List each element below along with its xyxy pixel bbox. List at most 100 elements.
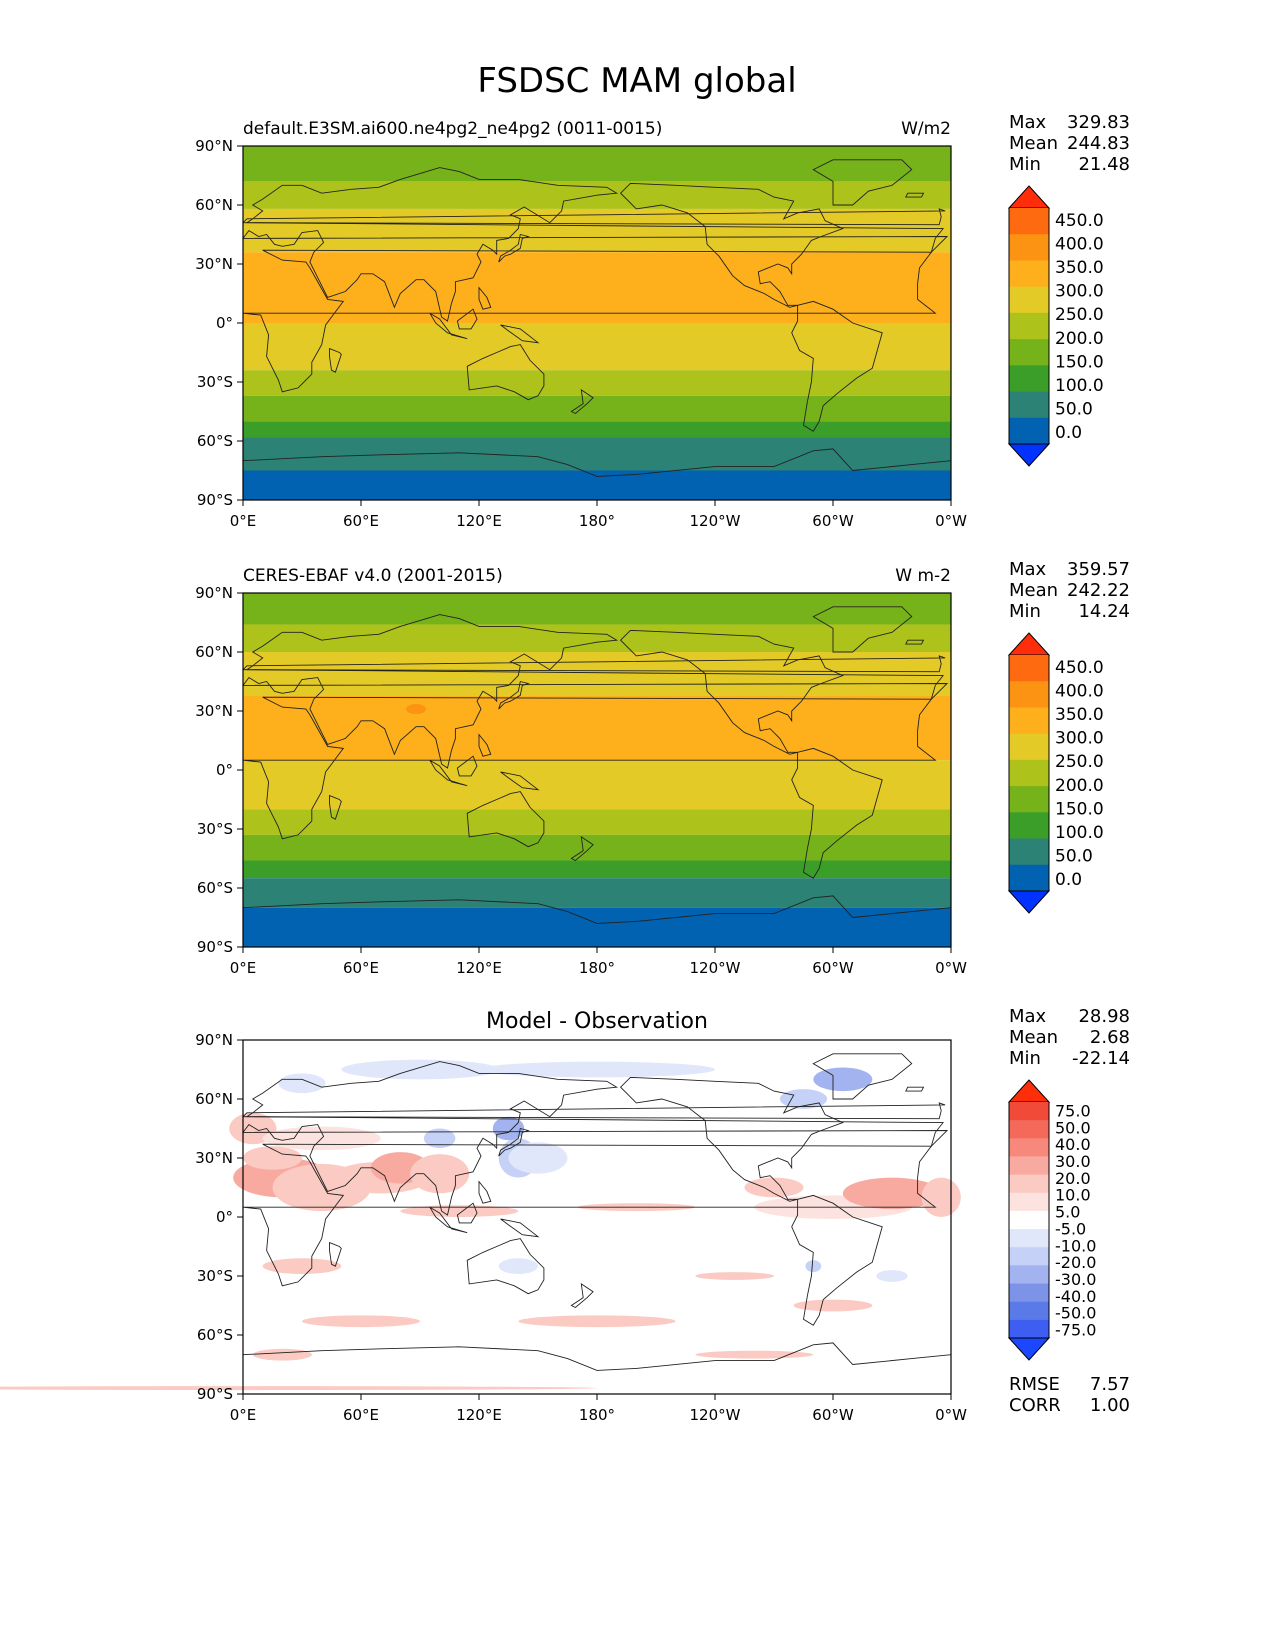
colorbar-tick-label: 300.0 — [1055, 729, 1104, 749]
colorbar-extend-max — [1007, 1079, 1051, 1103]
field-anomaly — [341, 1059, 499, 1080]
lon-tick-label: 0°E — [230, 959, 257, 977]
colorbar-tick-label: -5.0 — [1055, 1219, 1086, 1238]
field-anomaly — [0, 1386, 597, 1391]
field-band — [243, 809, 951, 835]
lon-tick-label: 60°E — [343, 512, 379, 530]
coastline — [429, 1206, 468, 1234]
colorbar-segment — [1009, 838, 1049, 866]
lat-tick-label: 0° — [216, 1208, 233, 1226]
lon-tick-label: 0°E — [230, 512, 257, 530]
coastline — [466, 1238, 545, 1295]
colorbar-tick-label: 250.0 — [1055, 752, 1104, 772]
colorbar-segment — [1009, 1102, 1049, 1121]
coastline — [570, 388, 594, 415]
panel-title: Model - Observation — [486, 1009, 708, 1034]
colorbar-segment — [1009, 681, 1049, 708]
colorbar-segment — [1009, 1247, 1049, 1266]
colorbar-tick-label: 50.0 — [1055, 400, 1093, 420]
field-band — [243, 370, 951, 396]
colorbar-tick-label: 150.0 — [1055, 799, 1104, 819]
coastline — [905, 1086, 925, 1092]
lon-tick-label: 120°E — [456, 512, 502, 530]
lon-tick-label: 60°W — [812, 1406, 854, 1424]
lat-tick-label: 30°N — [195, 1149, 233, 1167]
field-band — [243, 760, 951, 810]
stat-value: -22.14 — [1072, 1048, 1130, 1069]
field-band — [243, 624, 951, 652]
colorbar-segment — [1009, 1156, 1049, 1176]
lat-tick-label: 60°S — [197, 879, 233, 897]
coastline — [429, 759, 468, 787]
field-band — [243, 834, 951, 861]
coastline — [243, 696, 937, 840]
lat-tick-label: 0° — [216, 314, 233, 332]
lat-tick-label: 90°S — [197, 938, 233, 956]
field-anomaly — [813, 1067, 873, 1092]
field-band — [243, 695, 951, 761]
colorbar-outline — [1008, 208, 1050, 444]
lat-tick-label: 60°N — [195, 1090, 233, 1108]
coastline — [243, 448, 951, 500]
stat-label: Mean — [1009, 133, 1058, 154]
colorbar-tick-label: 300.0 — [1055, 282, 1104, 302]
field-anomaly — [498, 1258, 538, 1275]
lon-tick-label: 180° — [579, 512, 615, 530]
field-band — [243, 323, 951, 371]
colorbar-outline — [1008, 655, 1050, 891]
lat-tick-label: 30°S — [197, 1267, 233, 1285]
stat-value: 242.22 — [1067, 580, 1130, 601]
coastline — [478, 286, 492, 310]
figure-title: FSDSC MAM global — [477, 61, 796, 101]
lat-tick-label: 30°S — [197, 373, 233, 391]
coastline — [429, 312, 468, 340]
lon-tick-label: 60°W — [812, 512, 854, 530]
coastline — [243, 167, 949, 322]
field-anomaly — [695, 1272, 775, 1280]
colorbar-segment — [1009, 1192, 1049, 1212]
colorbar-segment — [1009, 234, 1049, 261]
coastline — [329, 1241, 342, 1267]
field-anomaly — [479, 1061, 715, 1078]
field-band — [243, 437, 951, 471]
stat-label: Max — [1009, 559, 1047, 580]
lon-tick-label: 120°W — [690, 512, 741, 530]
coastline — [619, 1076, 844, 1202]
units-label: W m-2 — [895, 566, 951, 586]
stat-value: 329.83 — [1067, 112, 1130, 133]
colorbar-segment — [1009, 759, 1049, 787]
field-anomaly — [508, 1142, 568, 1174]
coastline — [456, 1202, 478, 1224]
lat-tick-label: 0° — [216, 761, 233, 779]
map-field — [0, 1040, 961, 1394]
colorbar-tick-label: -40.0 — [1055, 1287, 1096, 1306]
field-anomaly — [805, 1260, 822, 1273]
colorbar-tick-label: 20.0 — [1055, 1169, 1091, 1188]
lon-tick-label: 180° — [579, 959, 615, 977]
coastline — [570, 1282, 594, 1309]
colorbar-segment — [1009, 655, 1049, 682]
lat-tick-label: 60°N — [195, 643, 233, 661]
coastline — [791, 300, 883, 432]
coastline — [498, 1127, 530, 1157]
colorbar-tick-label: -10.0 — [1055, 1236, 1096, 1255]
colorbar-tick-label: 150.0 — [1055, 352, 1104, 372]
panel-title: default.E3SM.ai600.ne4pg2_ne4pg2 (0011-0… — [243, 119, 662, 139]
colorbar-extend-min — [1007, 1337, 1051, 1361]
coastline — [243, 1102, 946, 1120]
lon-tick-label: 120°W — [690, 1406, 741, 1424]
stat-value: 244.83 — [1067, 133, 1130, 154]
colorbar-tick-label: 10.0 — [1055, 1186, 1091, 1205]
lon-tick-label: 180° — [579, 1406, 615, 1424]
field-band — [243, 593, 951, 625]
coastline — [466, 791, 545, 848]
stat-label: Max — [1009, 1006, 1047, 1027]
coastline — [812, 1053, 913, 1100]
lat-tick-label: 90°S — [197, 1385, 233, 1403]
colorbar-segment — [1009, 786, 1049, 813]
colorbar-tick-label: 50.0 — [1055, 1118, 1091, 1137]
field-band — [243, 395, 951, 422]
colorbar-tick-label: -30.0 — [1055, 1270, 1096, 1289]
coastline — [456, 308, 478, 330]
stat-value: 7.57 — [1090, 1374, 1130, 1395]
